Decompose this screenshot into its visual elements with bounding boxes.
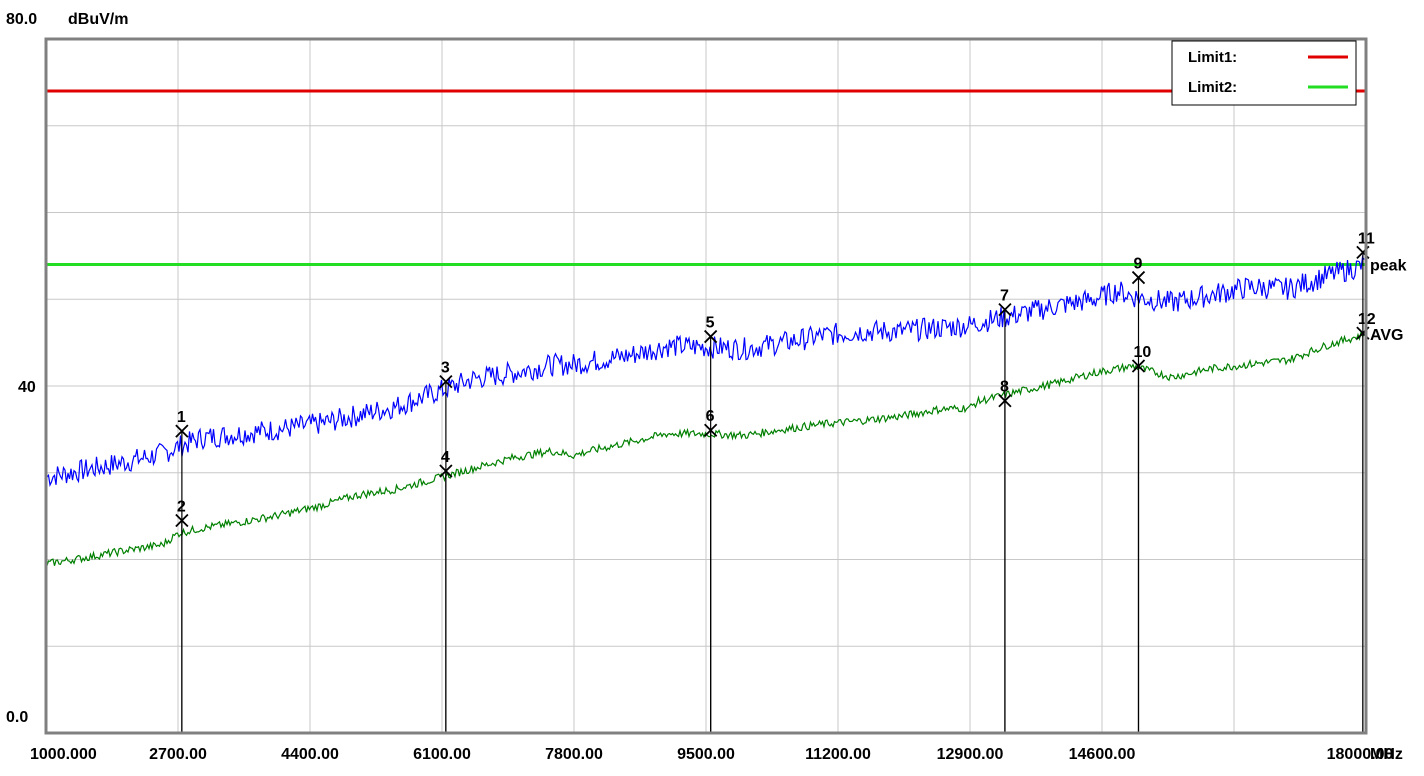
marker-x — [704, 329, 718, 344]
marker-x — [175, 513, 189, 528]
limit-lines — [46, 89, 1366, 267]
legend-box — [1171, 40, 1357, 106]
marker-x — [1131, 270, 1146, 285]
x-tick-label: 2700.00 — [149, 746, 207, 763]
marker-x — [998, 394, 1012, 408]
marker-label: 7 — [1000, 288, 1009, 305]
series-label-avg: AVG — [1370, 327, 1403, 344]
axis-labels: 80.0 dBuV/m 40 0.0 MHz — [6, 11, 1403, 763]
series-line-avg — [46, 330, 1365, 566]
marker-x — [439, 464, 453, 478]
y-axis-top-label: 80.0 — [6, 11, 37, 28]
marker-x — [439, 375, 453, 389]
series-label-peak: peak — [1370, 258, 1407, 275]
x-tick-label: 11200.00 — [805, 746, 871, 763]
plot-frame — [44, 37, 1368, 735]
y-axis-unit-label: dBuV/m — [68, 11, 128, 28]
marker-label: 1 — [177, 409, 186, 426]
x-tick-label: 1000.000 — [30, 746, 97, 763]
marker-label: 10 — [1133, 344, 1151, 361]
marker-label: 8 — [1000, 379, 1009, 396]
x-tick-label: 7800.00 — [545, 746, 603, 763]
marker-label: 9 — [1133, 256, 1142, 273]
x-tick-label: 9500.00 — [677, 746, 735, 763]
marker-label: 4 — [441, 449, 450, 466]
marker-label: 6 — [706, 408, 715, 425]
legend-label-limit2: Limit2: — [1188, 79, 1237, 96]
x-tick-label: 6100.00 — [413, 746, 471, 763]
marker-x — [704, 423, 718, 437]
legend-label-limit1: Limit1: — [1188, 49, 1237, 66]
marker-label: 5 — [706, 315, 715, 332]
x-tick-label: 4400.00 — [281, 746, 339, 763]
legend: Limit1: Limit2: — [1171, 40, 1357, 106]
marker-label: 2 — [177, 498, 186, 515]
series-line-peak — [46, 255, 1365, 487]
marker-x — [175, 424, 189, 438]
grid — [45, 38, 1367, 734]
x-tick-labels: 1000.000 2700.00 4400.00 6100.00 7800.00 9500… — [30, 746, 1393, 763]
x-tick-label: 14600.00 — [1069, 746, 1136, 763]
marker-x — [1131, 359, 1146, 373]
marker-label: 3 — [441, 360, 450, 377]
y-axis-bottom-label: 0.0 — [6, 709, 28, 726]
x-tick-label: 12900.00 — [937, 746, 1004, 763]
data-series: peak AVG — [46, 255, 1407, 566]
x-tick-label: 18000.00 — [1327, 746, 1394, 763]
marker-x — [998, 303, 1012, 317]
y-axis-mid-label: 40 — [18, 379, 36, 396]
x-axis-unit-label: MHz — [1370, 746, 1403, 763]
